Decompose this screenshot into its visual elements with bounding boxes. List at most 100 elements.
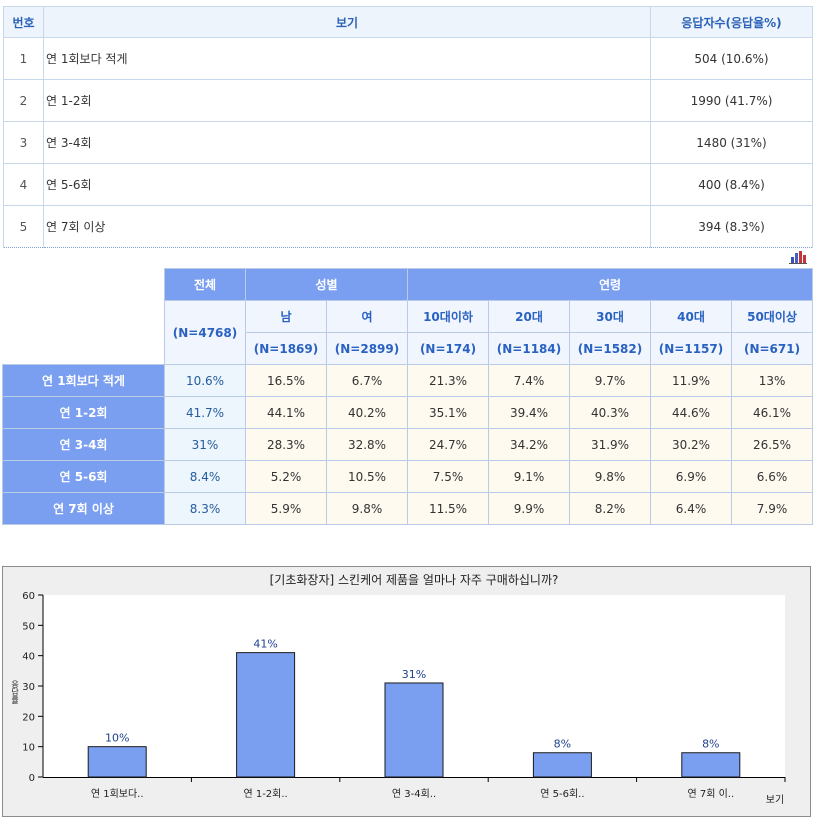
crosstab-cell: 9.7% xyxy=(569,364,651,397)
crosstab-row: 연 5-6회 8.4% 5.2% 10.5% 7.5% 9.1% 9.8% 6.9% 6.6% xyxy=(2,460,814,493)
row-number: 5 xyxy=(3,205,44,248)
table-row: 1 연 1회보다 적게 504 (10.6%) xyxy=(3,37,813,80)
crosstab-cell: 10.5% xyxy=(326,460,408,493)
crosstab-row-label: 연 1-2회 xyxy=(2,396,165,429)
response-table: 번호 보기 응답자수(응답율%) 1 연 1회보다 적게 504 (10.6%)… xyxy=(3,6,813,248)
crosstab-cell: 30.2% xyxy=(650,428,732,461)
x-axis-label: 보기 xyxy=(766,794,784,806)
group-label: 남 xyxy=(245,300,327,333)
crosstab-cell: 9.8% xyxy=(569,460,651,493)
crosstab-cell: 9.8% xyxy=(326,492,408,525)
crosstab-cell: 39.4% xyxy=(488,396,570,429)
row-option: 연 1-2회 xyxy=(43,79,651,122)
crosstab-row-label: 연 7회 이상 xyxy=(2,492,165,525)
age-header: 연령 xyxy=(406,268,814,301)
crosstab-row: 연 1회보다 적게 10.6% 16.5% 6.7% 21.3% 7.4% 9.7% 11.9… xyxy=(2,364,814,397)
crosstab-cell: 6.6% xyxy=(730,460,814,493)
crosstab-row: 연 1-2회 41.7% 44.1% 40.2% 35.1% 39.4% 40.3% 44.6… xyxy=(2,396,814,429)
crosstab-total-cell: 41.7% xyxy=(164,396,246,429)
row-count: 394 (8.3%) xyxy=(650,205,813,248)
crosstab-cell: 8.2% xyxy=(569,492,651,525)
bar xyxy=(532,752,592,778)
crosstab-cell: 13% xyxy=(730,364,814,397)
group-n: (N=174) xyxy=(407,332,489,365)
crosstab-cell: 9.1% xyxy=(488,460,570,493)
crosstab-cell: 6.7% xyxy=(326,364,408,397)
x-tick-label: 연 5-6회.. xyxy=(540,788,584,800)
x-tick-label: 연 7회 이.. xyxy=(687,788,734,800)
crosstab-cell: 6.4% xyxy=(650,492,732,525)
group-label: 50대이상 xyxy=(730,300,814,333)
bar-chart-svg: [기초화장자] 스킨케어 제품을 얼마나 자주 구매하십니까? 0 10 20 30 40… xyxy=(10,573,786,806)
group-n: (N=1184) xyxy=(488,332,570,365)
group-label: 40대 xyxy=(650,300,732,333)
bar-value-label: 31% xyxy=(402,668,426,681)
crosstab-cell: 5.2% xyxy=(245,460,327,493)
bar xyxy=(236,652,296,778)
header-option: 보기 xyxy=(43,6,651,38)
x-tick-label: 연 1-2회.. xyxy=(243,788,287,800)
crosstab-cell: 16.5% xyxy=(245,364,327,397)
table-row: 4 연 5-6회 400 (8.4%) xyxy=(3,163,813,206)
group-n: (N=671) xyxy=(730,332,814,365)
crosstab-total-cell: 10.6% xyxy=(164,364,246,397)
row-option: 연 5-6회 xyxy=(43,163,651,206)
crosstab-cell: 11.9% xyxy=(650,364,732,397)
bar-value-label: 8% xyxy=(554,738,571,751)
crosstab-total-cell: 31% xyxy=(164,428,246,461)
crosstab-cell: 9.9% xyxy=(488,492,570,525)
bar-chart-icon[interactable] xyxy=(789,250,807,264)
group-n: (N=2899) xyxy=(326,332,408,365)
row-option: 연 1회보다 적게 xyxy=(43,37,651,80)
row-number: 4 xyxy=(3,163,44,206)
crosstab-cell: 7.9% xyxy=(730,492,814,525)
crosstab-cell: 7.5% xyxy=(407,460,489,493)
crosstab-cell: 40.2% xyxy=(326,396,408,429)
y-tick-label: 0 xyxy=(29,773,35,784)
crosstab-total-cell: 8.4% xyxy=(164,460,246,493)
crosstab-cell: 26.5% xyxy=(730,428,814,461)
crosstab-cell: 24.7% xyxy=(407,428,489,461)
crosstab-cell: 44.6% xyxy=(650,396,732,429)
crosstab-cell: 35.1% xyxy=(407,396,489,429)
crosstab-cell: 40.3% xyxy=(569,396,651,429)
crosstab-row-label: 연 3-4회 xyxy=(2,428,165,461)
group-n: (N=1582) xyxy=(569,332,651,365)
group-n: (N=1157) xyxy=(650,332,732,365)
crosstab-row: 연 3-4회 31% 28.3% 32.8% 24.7% 34.2% 31.9% 30.2% 2… xyxy=(2,428,814,461)
group-label: 여 xyxy=(326,300,408,333)
row-count: 1480 (31%) xyxy=(650,121,813,164)
y-tick-label: 10 xyxy=(22,743,35,754)
crosstab-row: 연 7회 이상 8.3% 5.9% 9.8% 11.5% 9.9% 8.2% 6.4% 7.9% xyxy=(2,492,814,525)
gender-header: 성별 xyxy=(245,268,408,301)
total-n: (N=4768) xyxy=(164,300,246,365)
crosstab-corner xyxy=(2,268,165,365)
group-label: 20대 xyxy=(488,300,570,333)
header-number: 번호 xyxy=(3,6,44,38)
group-label: 30대 xyxy=(569,300,651,333)
y-tick-label: 40 xyxy=(22,652,35,663)
row-number: 1 xyxy=(3,37,44,80)
crosstab-cell: 32.8% xyxy=(326,428,408,461)
crosstab-cell: 46.1% xyxy=(730,396,814,429)
bar-chart: [기초화장자] 스킨케어 제품을 얼마나 자주 구매하십니까? 0 10 20 30 40… xyxy=(2,566,811,817)
crosstab-row-label: 연 5-6회 xyxy=(2,460,165,493)
crosstab-cell: 5.9% xyxy=(245,492,327,525)
crosstab-cell: 21.3% xyxy=(407,364,489,397)
crosstab-cell: 28.3% xyxy=(245,428,327,461)
y-axis-label: 응답률 xyxy=(10,680,19,704)
crosstab-table: 전체 성별 연령 (N=4768) 남 여 10대이하 20대 30대 40대 … xyxy=(2,268,814,525)
bar xyxy=(681,752,741,778)
crosstab-cell: 7.4% xyxy=(488,364,570,397)
bar xyxy=(87,746,147,778)
row-option: 연 3-4회 xyxy=(43,121,651,164)
row-number: 2 xyxy=(3,79,44,122)
response-table-header: 번호 보기 응답자수(응답율%) xyxy=(3,6,813,38)
row-count: 400 (8.4%) xyxy=(650,163,813,206)
table-row: 3 연 3-4회 1480 (31%) xyxy=(3,121,813,164)
crosstab-total-cell: 8.3% xyxy=(164,492,246,525)
bar-value-label: 10% xyxy=(105,732,129,745)
bar xyxy=(384,682,444,778)
crosstab-cell: 31.9% xyxy=(569,428,651,461)
table-row: 5 연 7회 이상 394 (8.3%) xyxy=(3,205,813,248)
